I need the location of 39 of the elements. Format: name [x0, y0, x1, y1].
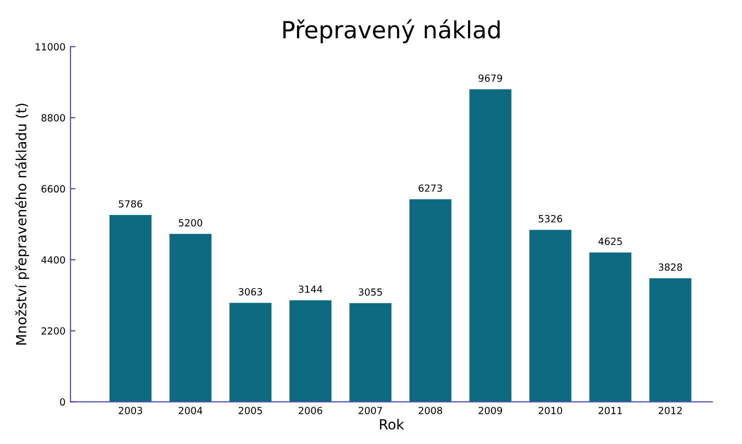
bar — [109, 214, 152, 402]
y-tick-label: 6600 — [42, 185, 65, 193]
data-label: 6273 — [418, 184, 442, 192]
y-tick-label: 4400 — [41, 256, 65, 264]
bar — [649, 278, 692, 402]
data-label: 3828 — [658, 263, 682, 271]
data-label: 9679 — [478, 74, 502, 82]
x-tick-label: 2012 — [658, 406, 682, 414]
chart-title: Přepravený náklad — [283, 19, 500, 44]
x-tick-label: 2008 — [418, 406, 442, 414]
data-label: 3144 — [298, 286, 322, 293]
y-tick-label: 11000 — [36, 43, 65, 50]
x-tick-label: 2010 — [538, 406, 562, 414]
data-label: 5326 — [538, 215, 562, 222]
bar — [289, 300, 332, 402]
y-axis-title: Množství přepraveného nákladu (t) — [15, 104, 30, 345]
x-tick-label: 2003 — [118, 406, 142, 414]
x-tick-label: 2004 — [178, 406, 202, 414]
bar — [229, 302, 272, 402]
bar — [529, 230, 572, 402]
x-axis-title: Rok — [380, 418, 404, 430]
data-label: 3055 — [358, 288, 382, 296]
x-tick-label: 2006 — [298, 406, 322, 414]
y-tick-label: 8800 — [42, 114, 65, 122]
y-tick-label: 2200 — [42, 327, 65, 335]
x-tick-label: 2005 — [238, 406, 262, 414]
bar — [349, 303, 392, 402]
data-label: 3063 — [238, 288, 262, 296]
bar — [169, 234, 212, 402]
data-label: 5786 — [118, 200, 142, 208]
bar — [469, 89, 512, 402]
data-label: 4625 — [598, 238, 622, 246]
x-tick-label: 2011 — [598, 406, 622, 414]
bar — [589, 252, 632, 402]
bar — [409, 199, 452, 402]
x-tick-label: 2007 — [358, 406, 382, 414]
y-tick-label: 0 — [60, 398, 65, 406]
data-label: 5200 — [178, 219, 202, 226]
x-tick-label: 2009 — [478, 406, 502, 414]
